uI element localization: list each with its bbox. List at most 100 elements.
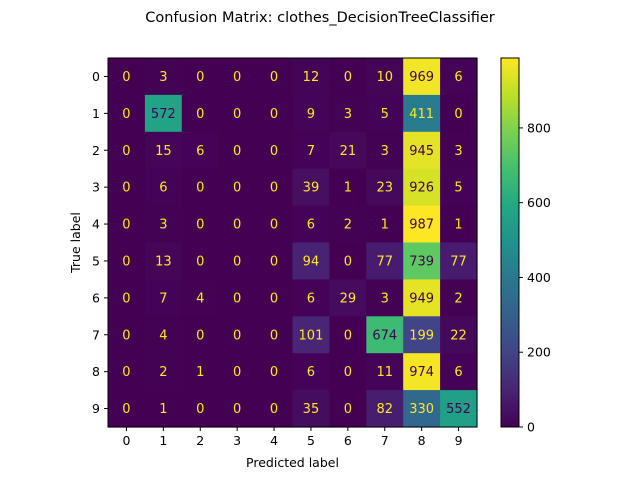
cell-value-label: 0 xyxy=(233,70,241,85)
heatmap-cell xyxy=(181,168,220,207)
heatmap-cell xyxy=(440,279,478,317)
cell-value-label: 0 xyxy=(233,402,241,417)
cell-value-label: 3 xyxy=(344,107,352,122)
cell-value-label: 0 xyxy=(233,328,241,343)
cell-value-label: 0 xyxy=(122,70,130,85)
cell-value-label: 7 xyxy=(307,144,315,159)
cell-value-label: 0 xyxy=(122,328,130,343)
cell-value-label: 29 xyxy=(340,291,357,306)
cell-value-label: 0 xyxy=(122,402,130,417)
colorbar-tick-label: 400 xyxy=(527,270,551,285)
heatmap-cell xyxy=(181,353,220,391)
cell-value-label: 0 xyxy=(196,70,204,85)
heatmap-cell xyxy=(144,242,183,280)
cell-value-label: 0 xyxy=(344,70,352,85)
heatmap-cell xyxy=(403,316,441,354)
cell-value-label: 987 xyxy=(409,218,434,233)
y-tick-label: 0 xyxy=(92,69,100,84)
x-tick-label: 9 xyxy=(455,433,463,448)
cell-value-label: 0 xyxy=(344,254,352,269)
heatmap-cell xyxy=(440,131,478,170)
heatmap-cell xyxy=(144,94,183,133)
cell-value-label: 3 xyxy=(381,144,389,159)
heatmap-cell xyxy=(108,58,146,96)
y-axis-ticks: 0 1 2 3 4 5 6 7 8 9 xyxy=(92,69,108,416)
heatmap-cell xyxy=(108,205,146,244)
heatmap-cell xyxy=(329,242,367,280)
heatmap-cell xyxy=(218,353,257,391)
heatmap-cell xyxy=(403,390,441,428)
x-tick-label: 4 xyxy=(270,433,278,448)
heatmap-cell xyxy=(181,58,220,96)
cell-value-label: 0 xyxy=(122,218,130,233)
heatmap-frame xyxy=(107,57,478,428)
cell-value-label: 0 xyxy=(344,328,352,343)
cell-value-label: 0 xyxy=(233,218,241,233)
heatmap-cell xyxy=(218,94,257,133)
y-tick-label: 2 xyxy=(92,143,100,158)
heatmap-cells xyxy=(108,58,478,428)
cell-value-label: 2 xyxy=(344,218,352,233)
heatmap-cell xyxy=(108,242,146,280)
heatmap-cell xyxy=(218,316,257,354)
heatmap-cell xyxy=(403,94,441,133)
heatmap-cell xyxy=(403,353,441,391)
heatmap-cell xyxy=(366,316,404,354)
heatmap-cell xyxy=(292,58,330,96)
x-tick-label: 3 xyxy=(233,433,241,448)
cell-value-label: 6 xyxy=(307,365,315,380)
x-tick-label: 6 xyxy=(344,433,352,448)
heatmap-cell xyxy=(440,353,478,391)
cell-value-label: 552 xyxy=(446,402,471,417)
colorbar-tick-label: 600 xyxy=(527,195,551,210)
heatmap-cell xyxy=(292,205,330,244)
heatmap-cell xyxy=(292,353,330,391)
heatmap-cell xyxy=(181,131,220,170)
heatmap-cell xyxy=(218,168,257,207)
heatmap-cell xyxy=(440,205,478,244)
heatmap-cell xyxy=(218,58,257,96)
cell-value-label: 974 xyxy=(409,365,434,380)
cell-value-label: 0 xyxy=(270,70,278,85)
cell-value-label: 21 xyxy=(340,144,357,159)
cell-value-label: 77 xyxy=(450,254,467,269)
cell-value-label: 926 xyxy=(409,181,434,196)
heatmap-cell xyxy=(218,242,257,280)
cell-value-label: 0 xyxy=(270,402,278,417)
cell-value-label: 0 xyxy=(122,107,130,122)
cell-value-label: 1 xyxy=(344,181,352,196)
heatmap-cell xyxy=(181,279,220,317)
cell-value-label: 101 xyxy=(299,328,324,343)
cell-value-label: 969 xyxy=(409,70,434,85)
heatmap-cell xyxy=(108,168,146,207)
cell-value-label: 1 xyxy=(196,365,204,380)
heatmap-cell xyxy=(144,168,183,207)
heatmap-cell xyxy=(366,279,404,317)
heatmap-cell xyxy=(108,390,146,428)
heatmap-cell xyxy=(218,205,257,244)
cell-value-label: 674 xyxy=(372,328,397,343)
heatmap-cell xyxy=(329,390,367,428)
cell-value-label: 0 xyxy=(122,365,130,380)
heatmap-cell xyxy=(144,58,183,96)
cell-value-label: 4 xyxy=(159,328,167,343)
heatmap-cell xyxy=(144,316,183,354)
heatmap-cell xyxy=(108,131,146,170)
cell-value-label: 0 xyxy=(233,181,241,196)
colorbar-tick-label: 200 xyxy=(527,345,551,360)
heatmap-cell xyxy=(403,205,441,244)
colorbar xyxy=(500,57,520,428)
cell-value-label: 0 xyxy=(122,254,130,269)
cell-value-label: 572 xyxy=(151,107,176,122)
heatmap-cell xyxy=(255,131,294,170)
heatmap-cell xyxy=(329,205,367,244)
y-tick-label: 6 xyxy=(92,290,100,305)
cell-value-label: 0 xyxy=(270,144,278,159)
heatmap-cell xyxy=(366,390,404,428)
heatmap-cell xyxy=(366,58,404,96)
x-tick-label: 1 xyxy=(159,433,167,448)
cell-value-label: 739 xyxy=(409,254,434,269)
cell-value-label: 0 xyxy=(196,218,204,233)
heatmap-cell xyxy=(181,242,220,280)
